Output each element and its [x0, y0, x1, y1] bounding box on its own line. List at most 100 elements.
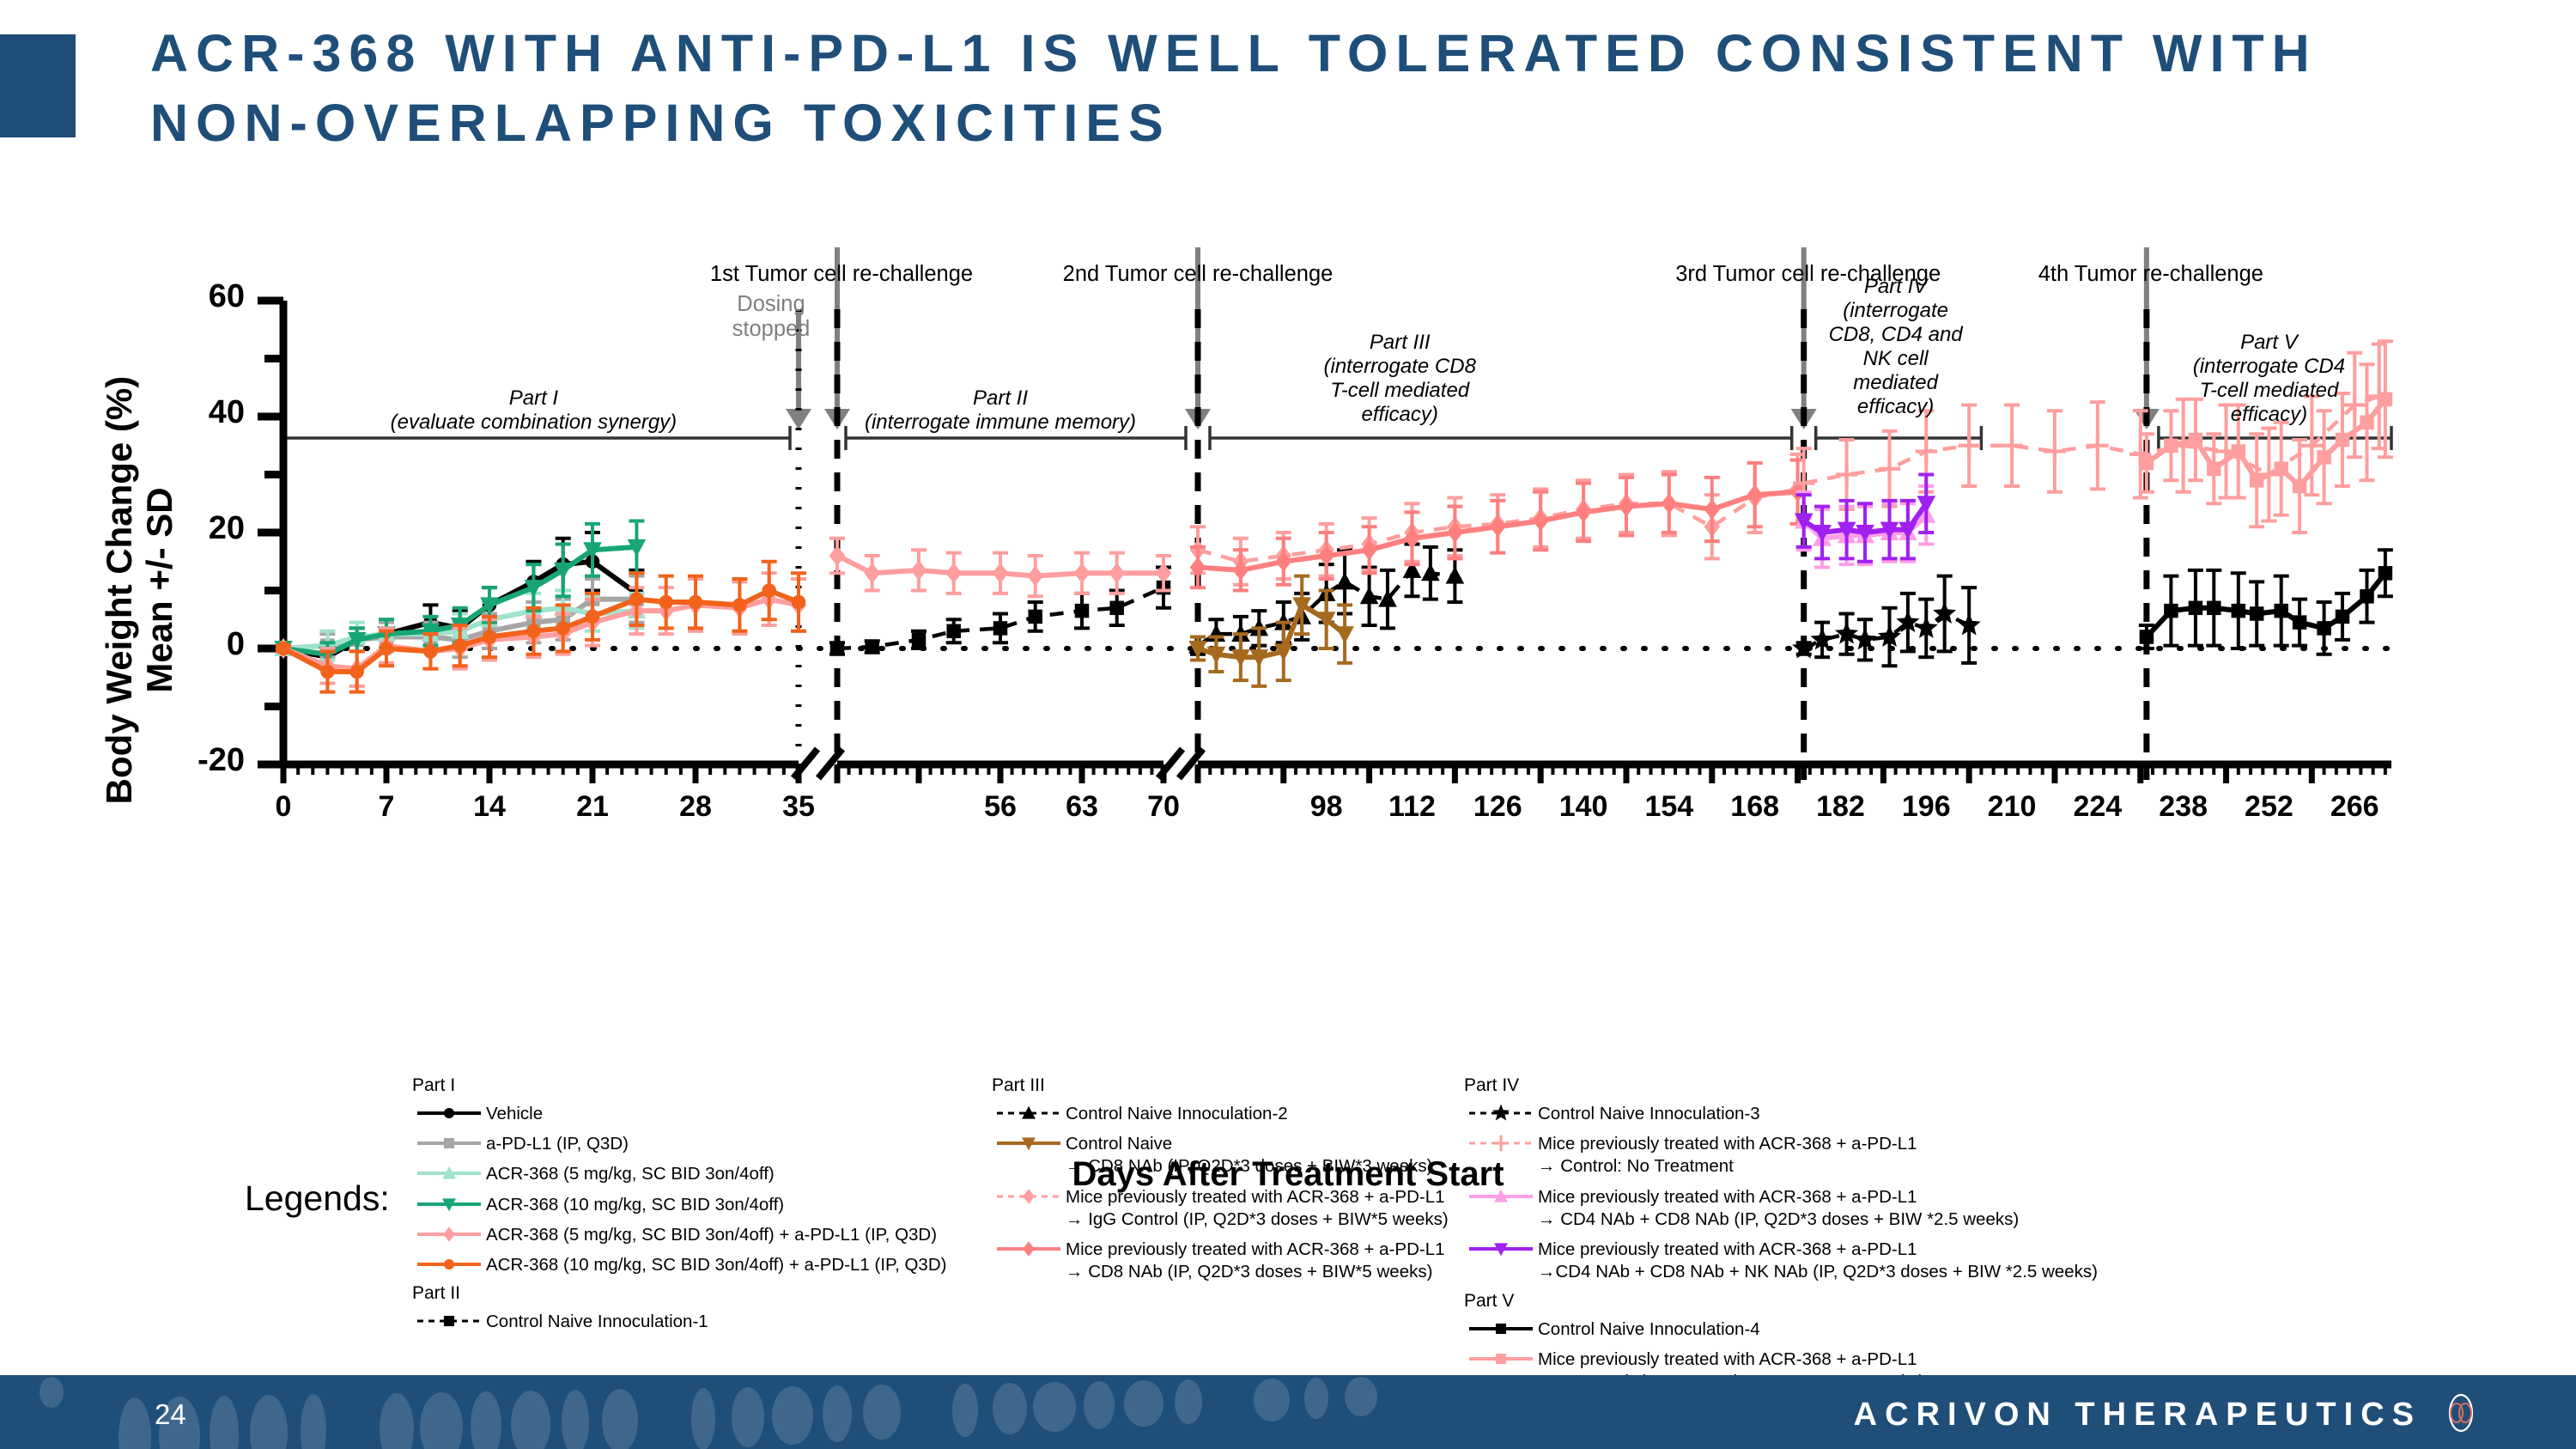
- legend-label: Mice previously treated with ACR-368 + a…: [1538, 1239, 2098, 1282]
- legend-key-icon: [1469, 1243, 1533, 1257]
- legend-key-icon: [1469, 1135, 1533, 1152]
- legend-label: Vehicle: [486, 1104, 544, 1123]
- legend-item[interactable]: Mice previously treated with ACR-368 + a…: [1464, 1185, 2151, 1231]
- legend-marker: [1464, 1318, 1538, 1340]
- legend-item[interactable]: Mice previously treated with ACR-368 + a…: [992, 1238, 1473, 1283]
- legend-marker: [992, 1102, 1066, 1124]
- y-tick-label: 60: [208, 278, 245, 314]
- y-tick-label: 40: [208, 394, 245, 430]
- legend-key-icon: [417, 1198, 481, 1211]
- legend-item[interactable]: Control Naive Innoculation-1: [412, 1310, 962, 1333]
- legend-column-middle: Part III Control Naive Innoculation-2 Cont…: [992, 1075, 1473, 1291]
- legend-label: ACR-368 (10 mg/kg, SC BID 3on/4off) + a-…: [486, 1255, 947, 1275]
- bracket-part-2: [844, 426, 1188, 450]
- legend-label: Mice previously treated with ACR-368 + a…: [1066, 1239, 1445, 1282]
- x-tick-label: 154: [1644, 790, 1694, 823]
- x-tick-label: 266: [2330, 790, 2379, 823]
- legend-item[interactable]: Control Naive Innoculation-2: [992, 1102, 1473, 1125]
- legend-label: Mice previously treated with ACR-368 + a…: [1538, 1186, 2020, 1229]
- legend-label: a-PD-L1 (IP, Q3D): [486, 1134, 629, 1154]
- legend-marker: [1464, 1102, 1538, 1124]
- legend-marker: [992, 1238, 1066, 1260]
- legend-item[interactable]: Mice previously treated with ACR-368 + a…: [1464, 1132, 2151, 1178]
- legend-item[interactable]: Mice previously treated with ACR-368 + a…: [992, 1185, 1473, 1231]
- legend-marker: [412, 1253, 486, 1275]
- x-tick-label: 28: [679, 790, 712, 823]
- series-15: [1794, 472, 1936, 563]
- legend-column-right: Part IV Control Naive Innoculation-3 Mice …: [1464, 1075, 2151, 1400]
- series-13: [1792, 342, 2391, 523]
- legend-marker: [412, 1193, 486, 1215]
- legend-item[interactable]: a-PD-L1 (IP, Q3D): [412, 1132, 962, 1155]
- phase-label-part-1: Part I (evaluate combination synergy): [390, 387, 677, 435]
- series-17: [2138, 339, 2393, 534]
- legend-group-header: Part IV: [1464, 1075, 1520, 1095]
- slide-footer: 24 ACRIVON THERAPEUTICS: [0, 1375, 2576, 1449]
- x-tick-label: 112: [1388, 790, 1436, 823]
- phase-label-part-2: Part II (interrogate immune memory): [864, 387, 1137, 435]
- legend-key-icon: [417, 1138, 481, 1149]
- x-tick-label: 0: [275, 790, 292, 823]
- series-7: [829, 536, 1172, 599]
- legend-item[interactable]: ACR-368 (5 mg/kg, SC BID 3on/4off) + a-P…: [412, 1223, 962, 1246]
- legend-marker: [992, 1132, 1066, 1154]
- x-axis-label: Days After Treatment Start: [1072, 1155, 1504, 1193]
- legend-item[interactable]: Vehicle: [412, 1102, 962, 1125]
- legends-word: Legends:: [245, 1178, 390, 1218]
- legend-marker: [1464, 1238, 1538, 1260]
- legend-key-icon: [417, 1227, 481, 1242]
- acrivon-logo-icon: [2448, 1393, 2474, 1433]
- annotation-rechallenge-2: 2nd Tumor cell re-challenge: [1062, 262, 1334, 286]
- legend-label: ACR-368 (5 mg/kg, SC BID 3on/4off) + a-P…: [486, 1224, 938, 1245]
- legend-key-icon: [1469, 1189, 1533, 1202]
- legend-key-icon: [997, 1241, 1060, 1257]
- x-tick-label: 70: [1147, 790, 1180, 823]
- x-tick-label: 168: [1730, 790, 1780, 823]
- annotation-dosing-stopped: Dosing stopped: [732, 292, 811, 341]
- legend-label: Control Naive → CD8 NAb (IP, Q2D*3 doses …: [1066, 1134, 1433, 1177]
- legend-group-header: Part V: [1464, 1290, 1515, 1311]
- x-tick-label: 224: [2073, 790, 2123, 823]
- series-5: [276, 559, 806, 694]
- x-tick-label: 238: [2159, 790, 2208, 823]
- legend-group-header: Part II: [412, 1283, 461, 1304]
- legend-key-icon: [417, 1316, 481, 1327]
- company-name: ACRIVON THERAPEUTICS: [1853, 1397, 2421, 1433]
- y-tick-label: 0: [226, 626, 245, 662]
- legend-marker: [412, 1162, 486, 1184]
- legend-key-icon: [997, 1188, 1060, 1204]
- legend-item[interactable]: ACR-368 (10 mg/kg, SC BID 3on/4off) + a-…: [412, 1253, 962, 1276]
- arrow-dosing-stopped: [786, 309, 811, 429]
- legend-label: ACR-368 (5 mg/kg, SC BID 3on/4off): [486, 1164, 775, 1184]
- legend-item[interactable]: Control Naive Innoculation-3: [1464, 1102, 2151, 1125]
- x-tick-label: 63: [1066, 790, 1098, 823]
- series-12: [1792, 574, 1981, 668]
- legend-marker: [412, 1102, 486, 1124]
- legend-label: Control Naive Innoculation-2: [1066, 1104, 1288, 1123]
- x-tick-label: 196: [1901, 790, 1951, 823]
- legend-item[interactable]: ACR-368 (10 mg/kg, SC BID 3on/4off): [412, 1193, 962, 1216]
- legend-marker: [412, 1132, 486, 1154]
- x-tick-label: 14: [473, 790, 506, 823]
- legend-marker: [412, 1223, 486, 1245]
- legend-key-icon: [417, 1166, 481, 1180]
- legend-item[interactable]: Control Naive Innoculation-4: [1464, 1318, 2151, 1341]
- y-tick-label: -20: [197, 742, 245, 778]
- legend-group-header: Part III: [992, 1075, 1045, 1095]
- y-tick-label: 20: [208, 510, 245, 546]
- x-tick-label: 126: [1473, 790, 1522, 823]
- legend-key-icon: [417, 1259, 481, 1270]
- title-accent-bar: [0, 34, 76, 137]
- plot-area: [258, 247, 2407, 783]
- legend-key-icon: [997, 1137, 1060, 1151]
- legend-item[interactable]: Control Naive → CD8 NAb (IP, Q2D*3 doses …: [992, 1132, 1473, 1178]
- phase-label-part-5: Part V (interrogate CD4 T-cell mediated eff…: [2192, 331, 2346, 427]
- legend-label: Mice previously treated with ACR-368 + a…: [1066, 1186, 1449, 1229]
- annotation-rechallenge-1: 1st Tumor cell re-challenge: [709, 262, 974, 286]
- legend-item[interactable]: ACR-368 (5 mg/kg, SC BID 3on/4off): [412, 1162, 962, 1185]
- x-tick-label: 98: [1309, 790, 1343, 823]
- series-11: [1189, 458, 1806, 593]
- legend-label: Mice previously treated with ACR-368 + a…: [1538, 1134, 1917, 1177]
- page-number: 24: [155, 1398, 186, 1430]
- legend-item[interactable]: Mice previously treated with ACR-368 + a…: [1464, 1238, 2151, 1283]
